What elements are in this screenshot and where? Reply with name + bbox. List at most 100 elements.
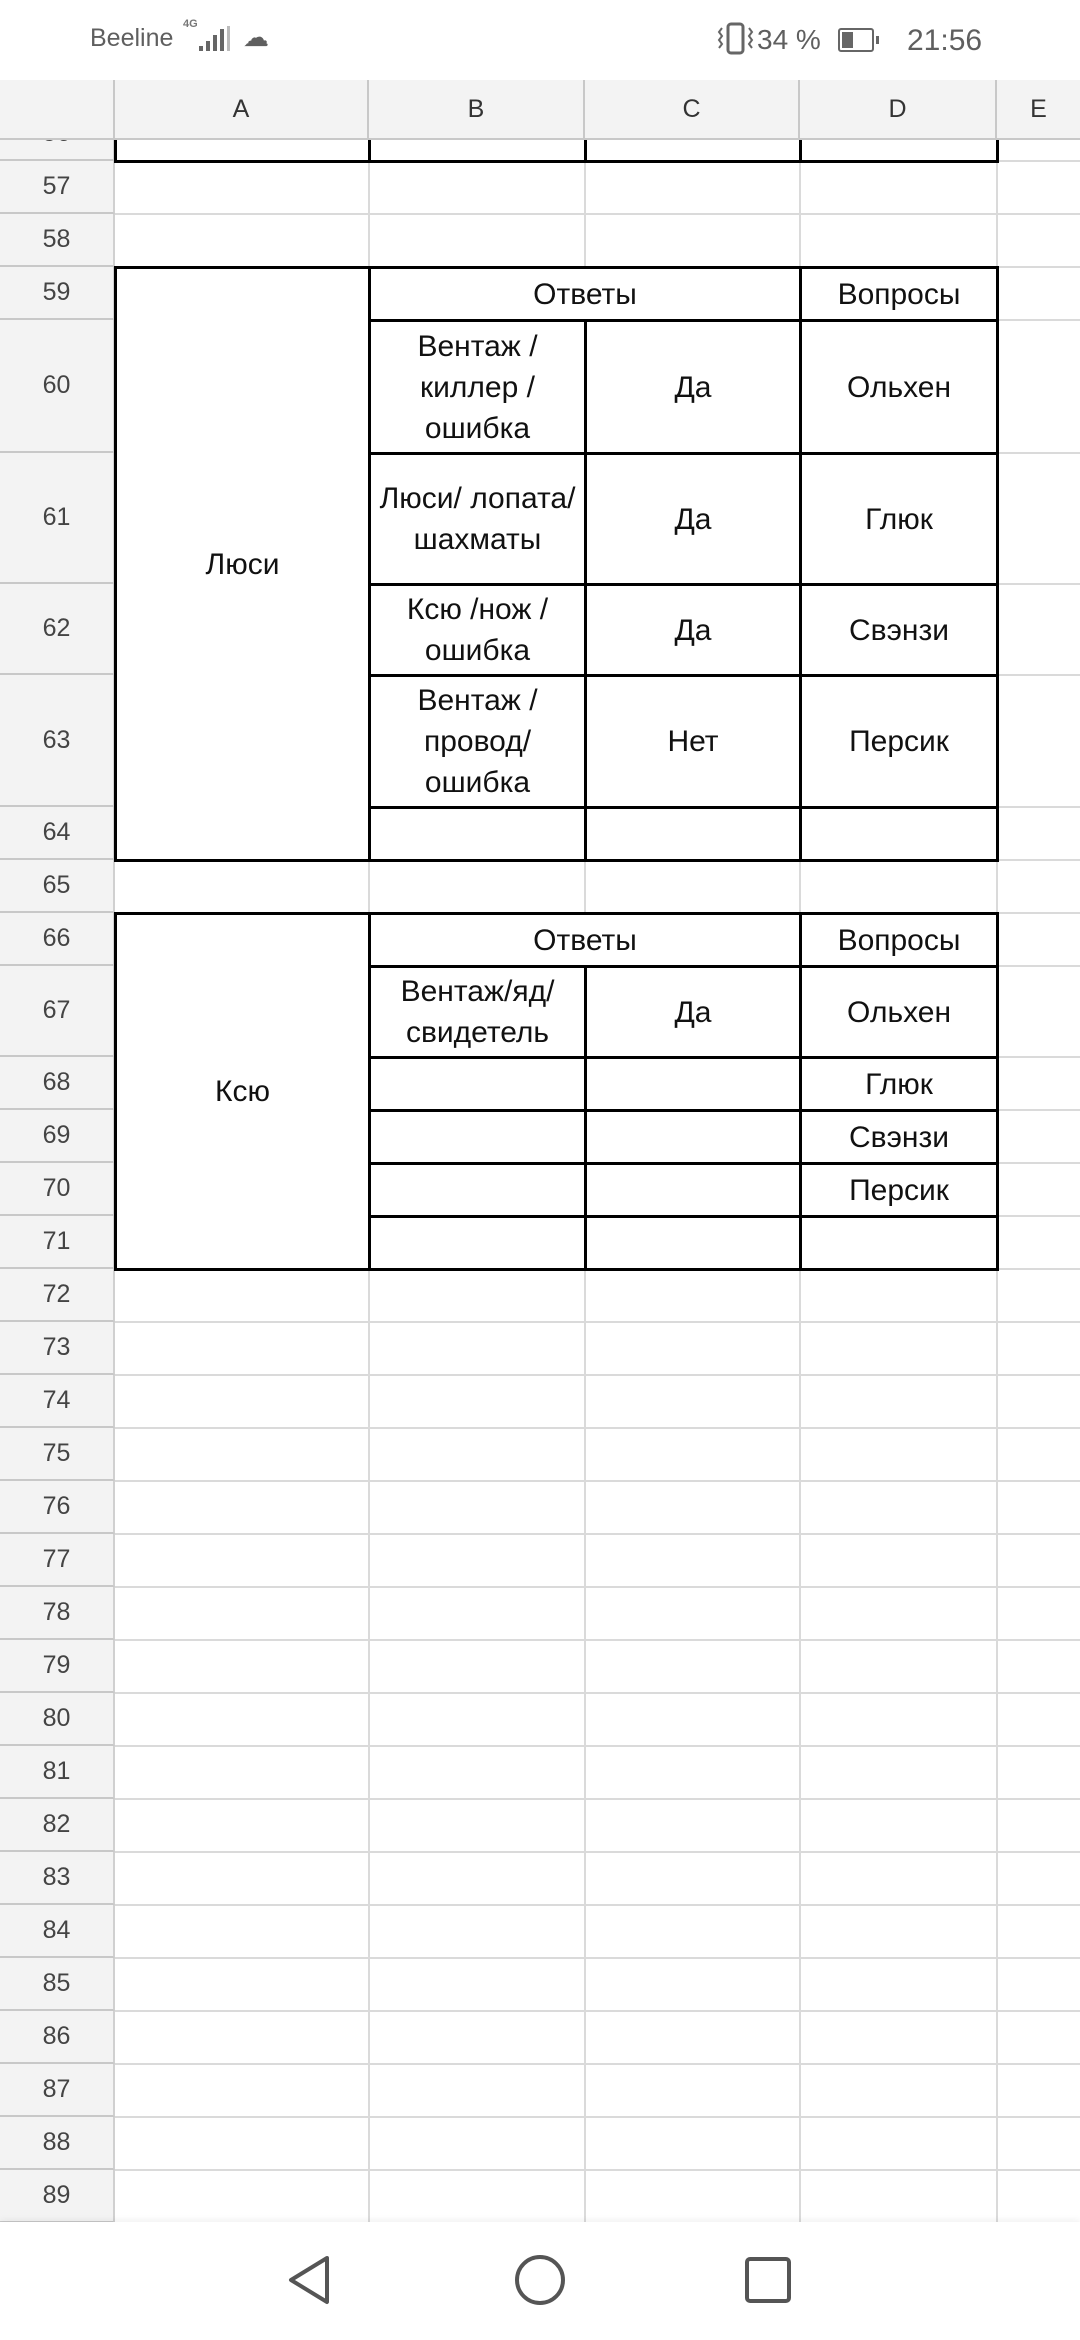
signal-icon: [199, 26, 235, 59]
row-header-81[interactable]: 81: [0, 1746, 115, 1799]
column-header-d[interactable]: D: [800, 80, 997, 138]
gridline: [115, 1692, 1080, 1694]
row-header-70[interactable]: 70: [0, 1163, 115, 1216]
cell-c62[interactable]: Да: [584, 583, 802, 677]
column-header-b[interactable]: B: [369, 80, 585, 138]
select-all-corner[interactable]: [0, 80, 115, 138]
cell-d71[interactable]: [799, 1215, 999, 1271]
row-header-61[interactable]: 61: [0, 453, 115, 584]
cell-b67[interactable]: Вентаж/яд/ свидетель: [368, 965, 587, 1059]
row-header-58[interactable]: 58: [0, 214, 115, 267]
cell-a66-a71[interactable]: Ксю: [114, 912, 371, 1271]
cell-b56[interactable]: [368, 140, 587, 163]
row-header-76[interactable]: 76: [0, 1481, 115, 1534]
gridline: [115, 1904, 1080, 1906]
cell-a56[interactable]: [114, 140, 371, 163]
row-header-62[interactable]: 62: [0, 584, 115, 675]
cell-b60[interactable]: Вентаж / киллер / ошибка: [368, 319, 587, 455]
gridline: [115, 1851, 1080, 1853]
gridline: [115, 1957, 1080, 1959]
cell-d67[interactable]: Ольхен: [799, 965, 999, 1059]
row-header-89[interactable]: 89: [0, 2170, 115, 2222]
cell-d70[interactable]: Персик: [799, 1162, 999, 1218]
row-header-84[interactable]: 84: [0, 1905, 115, 1958]
row-header-63[interactable]: 63: [0, 675, 115, 807]
row-header-59[interactable]: 59: [0, 267, 115, 320]
gridline: [115, 2063, 1080, 2065]
row-header-83[interactable]: 83: [0, 1852, 115, 1905]
cell-d63[interactable]: Персик: [799, 674, 999, 809]
recents-button[interactable]: [738, 2250, 798, 2310]
cell-b71[interactable]: [368, 1215, 587, 1271]
cell-c68[interactable]: [584, 1056, 802, 1112]
cell-d66[interactable]: Вопросы: [799, 912, 999, 968]
row-header-82[interactable]: 82: [0, 1799, 115, 1852]
back-button[interactable]: [280, 2250, 340, 2310]
row-header-57[interactable]: 57: [0, 161, 115, 214]
cell-b59-c59[interactable]: Ответы: [368, 266, 802, 322]
gridline: [115, 1374, 1080, 1376]
row-header-79[interactable]: 79: [0, 1640, 115, 1693]
row-header-87[interactable]: 87: [0, 2064, 115, 2117]
battery-icon: [838, 28, 879, 52]
cell-c71[interactable]: [584, 1215, 802, 1271]
row-header-65[interactable]: 65: [0, 860, 115, 913]
cell-c63[interactable]: Нет: [584, 674, 802, 809]
home-button[interactable]: [510, 2250, 570, 2310]
gridline: [115, 1321, 1080, 1323]
row-header-88[interactable]: 88: [0, 2117, 115, 2170]
cell-c64[interactable]: [584, 806, 802, 862]
cell-b70[interactable]: [368, 1162, 587, 1218]
cell-b62[interactable]: Ксю /нож / ошибка: [368, 583, 587, 677]
cell-c70[interactable]: [584, 1162, 802, 1218]
row-header-74[interactable]: 74: [0, 1375, 115, 1428]
row-header-68[interactable]: 68: [0, 1057, 115, 1110]
row-header-80[interactable]: 80: [0, 1693, 115, 1746]
cell-c61[interactable]: Да: [584, 452, 802, 586]
row-header-56[interactable]: 56: [0, 140, 115, 161]
cell-d62[interactable]: Свэнзи: [799, 583, 999, 677]
row-header-72[interactable]: 72: [0, 1269, 115, 1322]
column-header-e[interactable]: E: [1030, 95, 1047, 123]
cell-d60[interactable]: Ольхен: [799, 319, 999, 455]
cell-b61[interactable]: Люси/ лопата/ шахматы: [368, 452, 587, 586]
row-header-67[interactable]: 67: [0, 966, 115, 1057]
cell-b69[interactable]: [368, 1109, 587, 1165]
cell-b63[interactable]: Вентаж / провод/ ошибка: [368, 674, 587, 809]
cell-d68[interactable]: Глюк: [799, 1056, 999, 1112]
cell-a59-a64[interactable]: Люси: [114, 266, 371, 862]
gridline: [115, 1798, 1080, 1800]
cell-d59[interactable]: Вопросы: [799, 266, 999, 322]
row-header-60[interactable]: 60: [0, 320, 115, 453]
cell-d64[interactable]: [799, 806, 999, 862]
back-icon: [289, 2256, 329, 2304]
row-header-75[interactable]: 75: [0, 1428, 115, 1481]
row-header-85[interactable]: 85: [0, 1958, 115, 2011]
cell-d61[interactable]: Глюк: [799, 452, 999, 586]
network-type: 4G: [183, 18, 198, 30]
row-header-64[interactable]: 64: [0, 807, 115, 860]
row-header-69[interactable]: 69: [0, 1110, 115, 1163]
cell-b64[interactable]: [368, 806, 587, 862]
cell-c67[interactable]: Да: [584, 965, 802, 1059]
cell-d69[interactable]: Свэнзи: [799, 1109, 999, 1165]
carrier-name: Beeline: [90, 24, 174, 52]
row-header-86[interactable]: 86: [0, 2011, 115, 2064]
row-header-66[interactable]: 66: [0, 913, 115, 966]
cell-c56[interactable]: [584, 140, 802, 163]
gridline: [115, 1639, 1080, 1641]
spreadsheet-grid[interactable]: 5657585960616263646566676869707172737475…: [0, 140, 1080, 2222]
row-header-71[interactable]: 71: [0, 1216, 115, 1269]
row-header-73[interactable]: 73: [0, 1322, 115, 1375]
row-header-78[interactable]: 78: [0, 1587, 115, 1640]
cell-c69[interactable]: [584, 1109, 802, 1165]
cell-b68[interactable]: [368, 1056, 587, 1112]
cell-d56[interactable]: [799, 140, 999, 163]
row-header-77[interactable]: 77: [0, 1534, 115, 1587]
cell-c60[interactable]: Да: [584, 319, 802, 455]
column-header-c[interactable]: C: [585, 80, 800, 138]
gridline: [115, 213, 1080, 215]
column-header-a[interactable]: A: [115, 80, 369, 138]
cell-b66-c66[interactable]: Ответы: [368, 912, 802, 968]
gridline: [115, 1745, 1080, 1747]
